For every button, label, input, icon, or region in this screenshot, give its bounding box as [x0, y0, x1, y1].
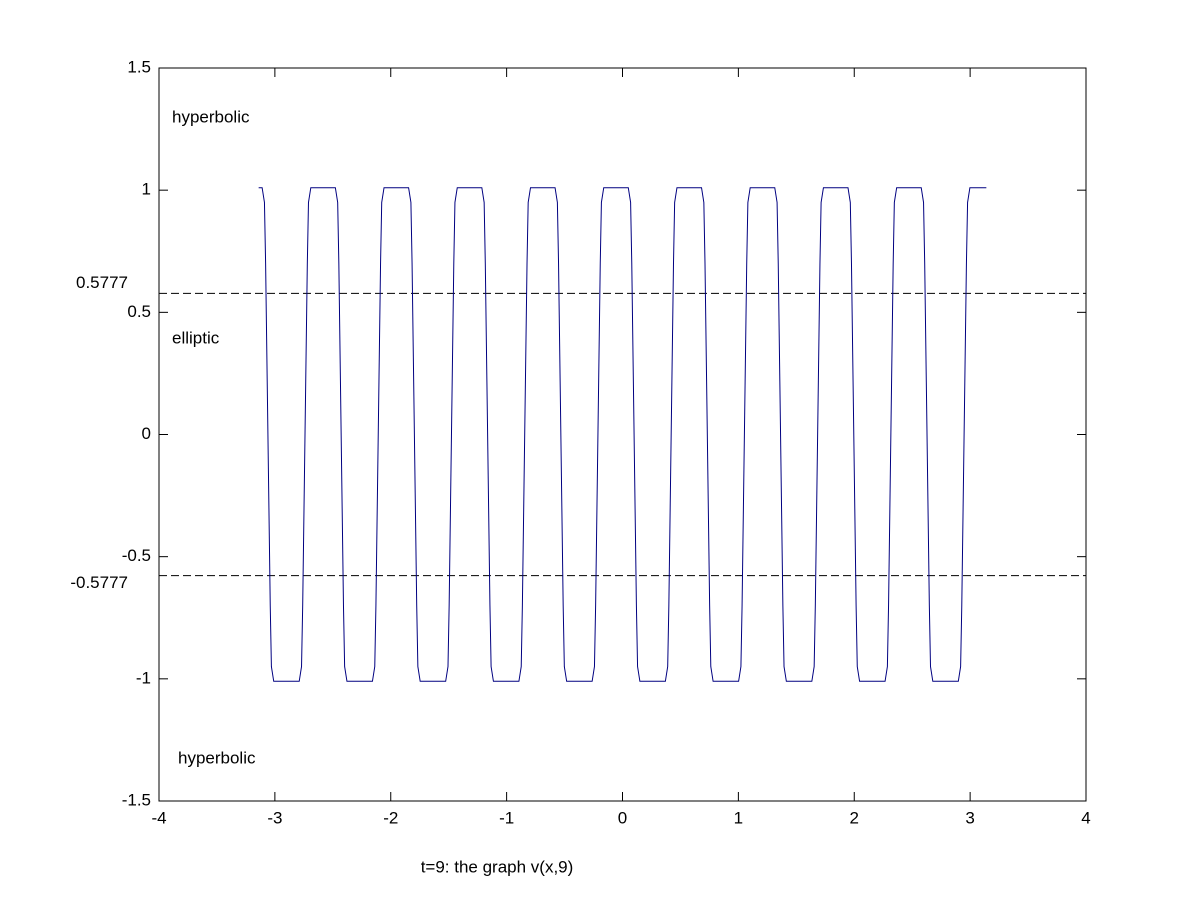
- y-tick-label: -1: [136, 668, 151, 687]
- y-tick-label: 0: [142, 424, 151, 443]
- x-tick-label: -3: [267, 808, 282, 827]
- threshold-label: 0.5777: [76, 273, 128, 292]
- x-tick-label: 1: [734, 808, 743, 827]
- x-tick-label: 0: [618, 808, 627, 827]
- annotation: elliptic: [172, 328, 220, 347]
- y-tick-label: -0.5: [122, 546, 151, 565]
- threshold-label: -0.5777: [70, 573, 128, 592]
- x-tick-label: -1: [499, 808, 514, 827]
- data-line: [258, 187, 987, 682]
- y-tick-label: -1.5: [122, 790, 151, 809]
- x-tick-label: -4: [151, 808, 166, 827]
- x-axis-label: t=9: the graph v(x,9): [421, 857, 574, 876]
- annotation: hyperbolic: [178, 748, 256, 767]
- annotation: hyperbolic: [172, 107, 250, 126]
- y-tick-label: 1: [142, 180, 151, 199]
- x-tick-label: 2: [850, 808, 859, 827]
- x-tick-label: 3: [965, 808, 974, 827]
- x-tick-label: 4: [1081, 808, 1090, 827]
- y-tick-label: 0.5: [127, 302, 151, 321]
- y-tick-label: 1.5: [127, 57, 151, 76]
- x-tick-label: -2: [383, 808, 398, 827]
